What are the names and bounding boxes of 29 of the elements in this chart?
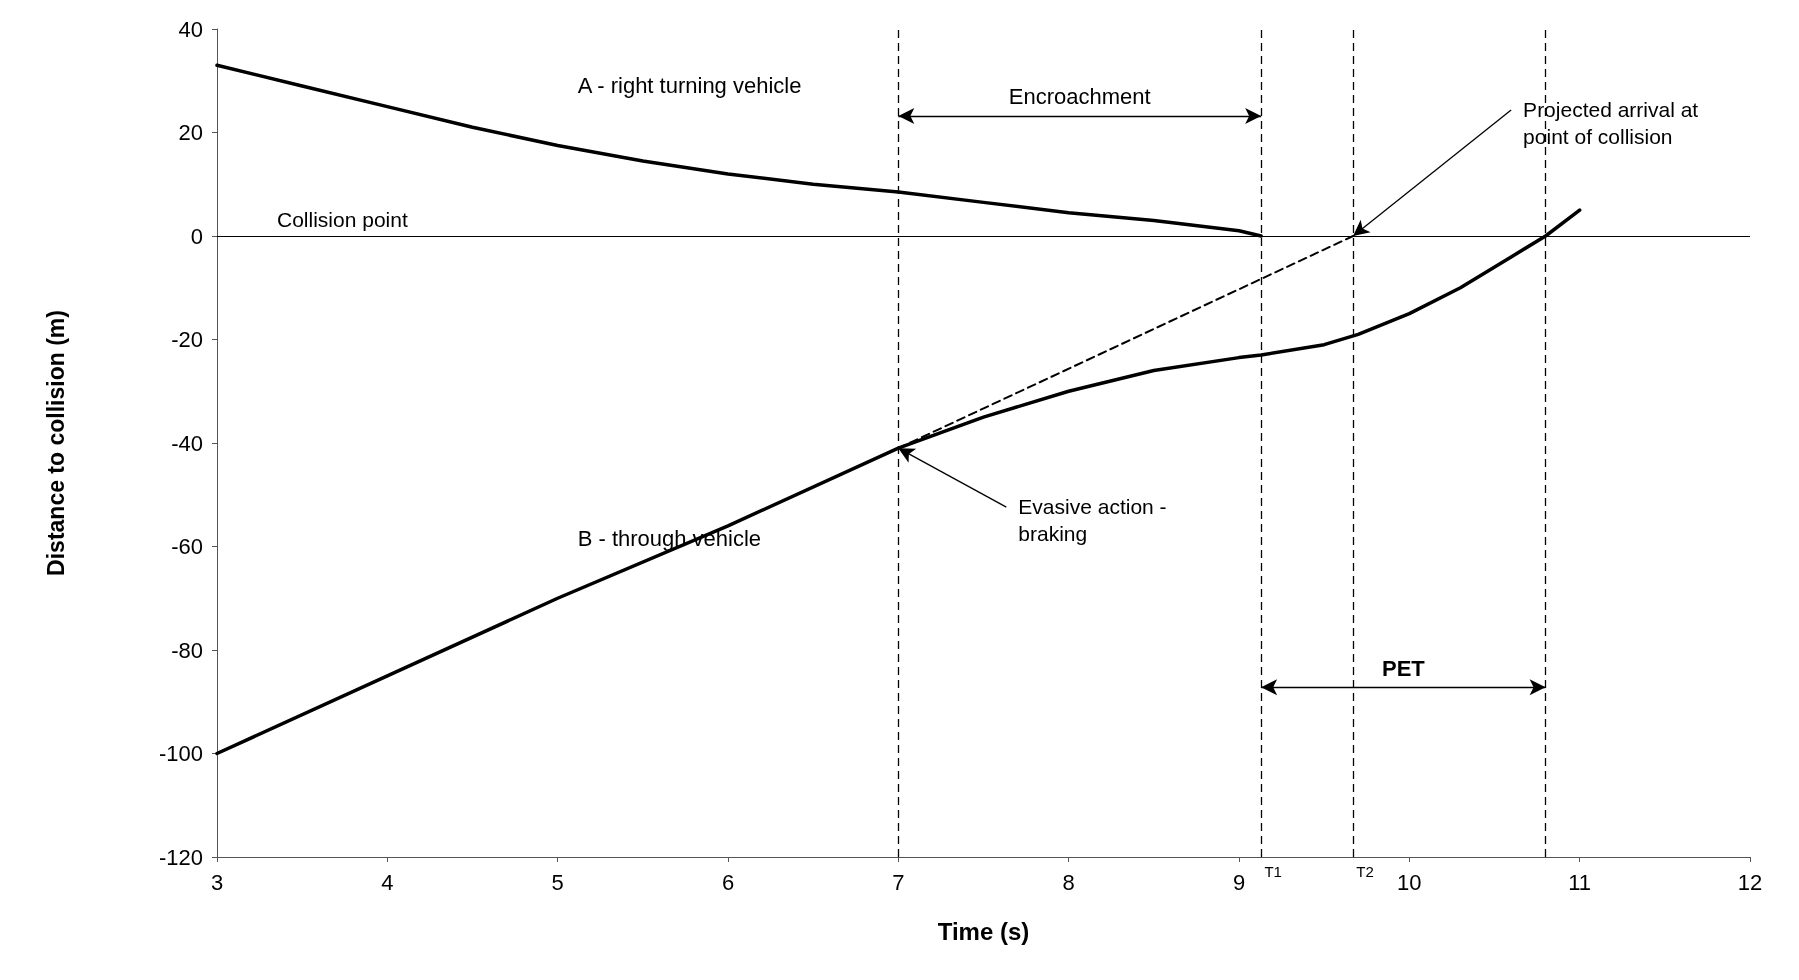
x-tick-label: 9 — [1232, 869, 1246, 895]
y-axis-title: Distance to collision (m) — [42, 310, 69, 576]
x-tick-label: 12 — [1737, 869, 1763, 895]
annotation: PET — [1381, 655, 1426, 681]
x-tick-label: 11 — [1568, 869, 1592, 895]
y-tick-label: 40 — [178, 16, 203, 42]
y-tick-label: -120 — [158, 844, 203, 870]
annotation: Encroachment — [1008, 84, 1151, 110]
x-tick-label: 6 — [721, 869, 735, 895]
y-tick-label: 0 — [190, 223, 203, 249]
x-tick-label: 7 — [892, 869, 905, 895]
x-axis-title: Time (s) — [937, 917, 1030, 945]
y-tick-label: -40 — [171, 430, 203, 456]
y-tick-label: -60 — [171, 534, 203, 559]
y-tick-label: 20 — [178, 120, 203, 145]
x-tick-label: 4 — [381, 869, 394, 895]
ref-line-label: T2 — [1356, 863, 1374, 880]
annotation: Evasive action - braking — [1018, 495, 1167, 546]
ref-line-label: T1 — [1264, 863, 1282, 880]
x-tick-label: 10 — [1397, 869, 1422, 895]
x-tick-label: 8 — [1062, 869, 1075, 895]
annotation: Projected arrival at point of collision — [1523, 98, 1699, 148]
y-tick-label: -100 — [158, 741, 203, 766]
ref-line-label: Collision point — [277, 208, 408, 231]
x-tick-label: 3 — [210, 869, 224, 895]
y-tick-label: -80 — [171, 637, 203, 663]
y-tick-label: -20 — [171, 327, 203, 352]
text: A - right turning vehicle — [577, 72, 802, 98]
x-tick-label: 5 — [551, 869, 564, 895]
